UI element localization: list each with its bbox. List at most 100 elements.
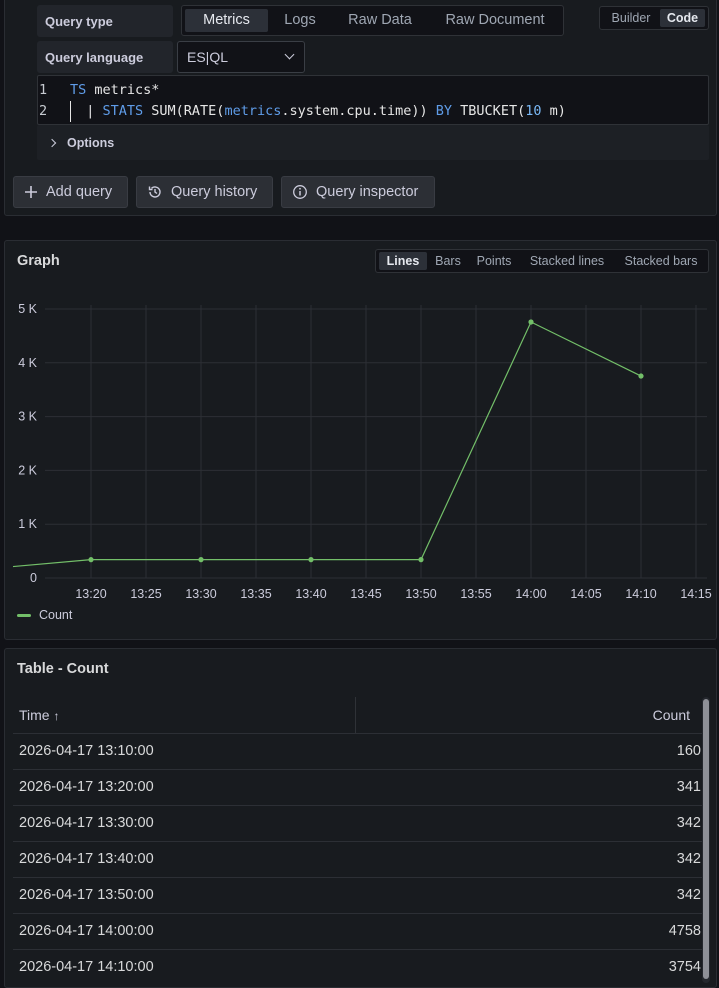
query-language-value: ES|QL	[187, 49, 228, 65]
text-cursor	[70, 101, 71, 122]
chevron-down-icon	[284, 49, 295, 60]
cell-count: 342	[676, 887, 701, 903]
builder-mode-button[interactable]: Builder	[611, 11, 651, 25]
options-label: Options	[67, 135, 115, 150]
x-tick-label: 14:00	[515, 587, 546, 601]
line-chart: 0 1 K 2 K 3 K 4 K 5 K 13:20 13:25 13:30 13:35 13:4…	[12, 302, 712, 601]
series-line	[12, 321, 642, 568]
data-point	[418, 557, 424, 563]
data-point	[88, 557, 94, 563]
y-tick-label: 0	[30, 571, 37, 585]
query-language-select[interactable]: ES|QL	[177, 41, 305, 73]
cell-time: 2026-04-17 13:10:00	[19, 743, 154, 759]
x-tick-label: 13:20	[75, 587, 106, 601]
x-tick-label: 13:50	[405, 587, 436, 601]
data-point	[528, 319, 534, 325]
data-point	[308, 557, 314, 563]
cell-count: 4758	[668, 923, 701, 939]
query-type-metrics[interactable]: Metrics	[185, 9, 268, 32]
code-editor[interactable]: 1 TS metrics* 2 | STATS SUM(RATE(metrics…	[37, 75, 709, 125]
chevron-right-icon	[47, 138, 57, 147]
query-language-label: Query language	[37, 41, 173, 73]
x-tick-label: 13:55	[460, 587, 491, 601]
cell-time: 2026-04-17 13:40:00	[19, 851, 154, 867]
legend-label[interactable]: Count	[39, 608, 73, 622]
table-row[interactable]: 2026-04-17 13:10:00 160	[13, 733, 707, 769]
cell-count: 342	[676, 815, 701, 831]
viz-stacked-bars-button[interactable]: Stacked bars	[624, 254, 698, 268]
data-point	[198, 557, 204, 563]
query-type-label: Query type	[37, 5, 173, 37]
code-line-text: | STATS SUM(RATE(metrics.system.cpu.time…	[70, 103, 566, 119]
x-tick-label: 13:35	[240, 587, 271, 601]
code-line-2: 2 | STATS SUM(RATE(metrics.system.cpu.ti…	[38, 101, 708, 122]
cell-time: 2026-04-17 13:50:00	[19, 887, 154, 903]
viz-bars-button[interactable]: Bars	[435, 254, 461, 268]
viz-points-button[interactable]: Points	[476, 254, 512, 268]
chart-legend: Count	[17, 608, 72, 622]
x-tick-label: 13:25	[130, 587, 161, 601]
info-icon	[293, 185, 307, 199]
add-query-button[interactable]: Add query	[13, 176, 128, 208]
column-header-time[interactable]: Time ↑	[19, 707, 59, 723]
query-editor-panel: Query type Metrics Logs Raw Data Raw Doc…	[4, 0, 717, 216]
vertical-scrollbar[interactable]	[702, 697, 710, 983]
column-divider[interactable]	[355, 697, 356, 733]
column-header-time-label: Time	[19, 707, 50, 723]
query-inspector-label: Query inspector	[316, 184, 419, 200]
query-type-raw-data[interactable]: Raw Data	[348, 12, 412, 28]
x-tick-label: 14:05	[570, 587, 601, 601]
viz-type-toggle: Lines Bars Points Stacked lines Stacked …	[375, 249, 709, 273]
query-history-label: Query history	[171, 184, 258, 200]
table-row[interactable]: 2026-04-17 13:30:00 342	[13, 805, 707, 841]
x-tick-label: 14:10	[625, 587, 656, 601]
line-number: 2	[39, 103, 48, 119]
cell-time: 2026-04-17 13:20:00	[19, 779, 154, 795]
cell-time: 2026-04-17 13:30:00	[19, 815, 154, 831]
table-row[interactable]: 2026-04-17 13:20:00 341	[13, 769, 707, 805]
x-tick-label: 14:15	[680, 587, 711, 601]
scrollbar-thumb[interactable]	[703, 699, 709, 979]
options-toggle[interactable]: Options	[37, 125, 709, 160]
viz-stacked-lines-button[interactable]: Stacked lines	[529, 254, 605, 268]
cell-count: 342	[676, 851, 701, 867]
editor-mode-toggle: Builder Code	[599, 6, 709, 30]
graph-panel: Graph Lines Bars Points Stacked lines St…	[4, 240, 717, 640]
query-type-raw-document[interactable]: Raw Document	[445, 12, 545, 28]
line-number: 1	[39, 82, 48, 98]
data-point	[638, 373, 644, 379]
y-tick-label: 2 K	[18, 463, 37, 477]
column-header-count[interactable]: Count	[652, 707, 690, 723]
y-tick-label: 1 K	[18, 517, 37, 531]
cell-count: 341	[676, 779, 701, 795]
table-row[interactable]: 2026-04-17 13:50:00 342	[13, 877, 707, 913]
code-line-text: TS metrics*	[70, 82, 160, 98]
y-tick-label: 5 K	[18, 302, 37, 316]
table-row[interactable]: 2026-04-17 13:40:00 342	[13, 841, 707, 877]
viz-lines-button[interactable]: Lines	[379, 252, 427, 270]
add-query-label: Add query	[46, 184, 113, 200]
table-panel: Table - Count Time ↑ Count 2026-04-17 13…	[4, 648, 717, 988]
y-tick-label: 3 K	[18, 410, 37, 424]
table-row[interactable]: 2026-04-17 14:00:00 4758	[13, 913, 707, 949]
query-inspector-button[interactable]: Query inspector	[281, 176, 435, 208]
code-mode-button[interactable]: Code	[660, 9, 705, 27]
history-icon	[148, 186, 161, 198]
legend-swatch	[17, 613, 31, 617]
cell-count: 160	[676, 743, 701, 759]
cell-time: 2026-04-17 14:10:00	[19, 959, 154, 975]
query-type-radio-group: Metrics Logs Raw Data Raw Document	[181, 5, 564, 36]
x-tick-label: 13:30	[185, 587, 216, 601]
cell-count: 3754	[668, 959, 701, 975]
plus-icon	[25, 186, 37, 198]
x-tick-label: 13:40	[295, 587, 326, 601]
query-type-logs[interactable]: Logs	[284, 12, 316, 28]
x-tick-label: 13:45	[350, 587, 381, 601]
query-history-button[interactable]: Query history	[136, 176, 273, 208]
sort-ascending-icon: ↑	[53, 709, 60, 723]
cell-time: 2026-04-17 14:00:00	[19, 923, 154, 939]
code-line-1: 1 TS metrics*	[38, 80, 708, 101]
table-title: Table - Count	[17, 661, 109, 677]
graph-title: Graph	[17, 253, 60, 269]
table-row[interactable]: 2026-04-17 14:10:00 3754	[13, 949, 707, 985]
